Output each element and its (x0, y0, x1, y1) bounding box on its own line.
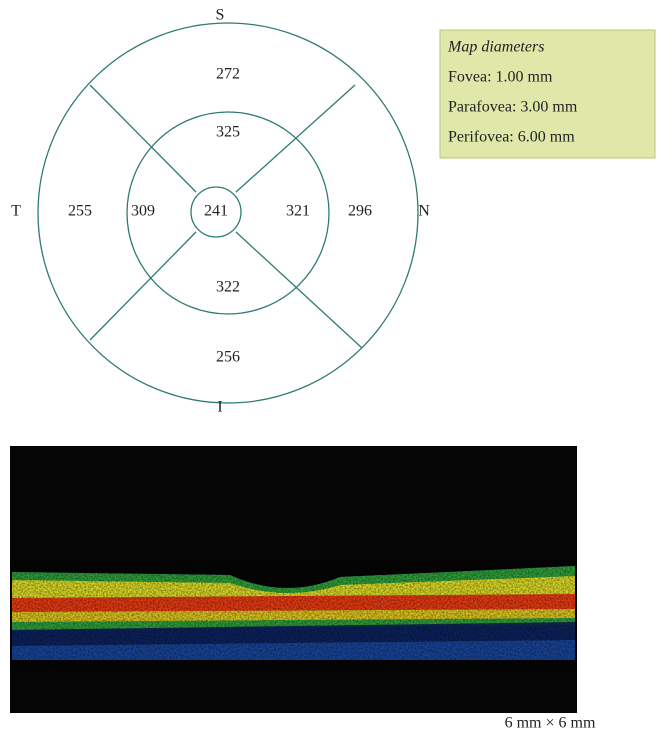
divider (89, 84, 197, 193)
label-t: T (11, 203, 21, 220)
divider (235, 84, 356, 193)
label-n: N (418, 203, 430, 220)
legend-item: Fovea: 1.00 mm (448, 69, 553, 86)
scan-caption: 6 mm × 6 mm (505, 715, 596, 732)
legend: Map diameters Fovea: 1.00 mm Parafovea: … (439, 29, 656, 159)
inner-value: 325 (216, 124, 240, 141)
outer-value: 272 (216, 66, 240, 83)
inner-value: 322 (216, 279, 240, 296)
inner-value: 321 (286, 203, 310, 220)
label-i: I (217, 399, 222, 416)
legend-box (439, 29, 656, 159)
legend-item: Parafovea: 3.00 mm (448, 99, 578, 116)
inner-ring (190, 186, 242, 238)
center-value: 241 (204, 203, 228, 220)
divider (89, 231, 197, 341)
label-s: S (216, 7, 225, 24)
divider (235, 231, 363, 349)
oct-scan (10, 446, 577, 713)
thickness-map: S T N I 241 325 309 321 322 272 255 296 … (11, 7, 430, 416)
outer-value: 256 (216, 349, 240, 366)
outer-ring (37, 22, 419, 404)
outer-value: 255 (68, 203, 92, 220)
legend-item: Perifovea: 6.00 mm (448, 129, 575, 146)
middle-ring (126, 111, 330, 315)
inner-value: 309 (131, 203, 155, 220)
speckle (10, 560, 577, 670)
outer-value: 296 (348, 203, 372, 220)
legend-title: Map diameters (447, 39, 544, 56)
